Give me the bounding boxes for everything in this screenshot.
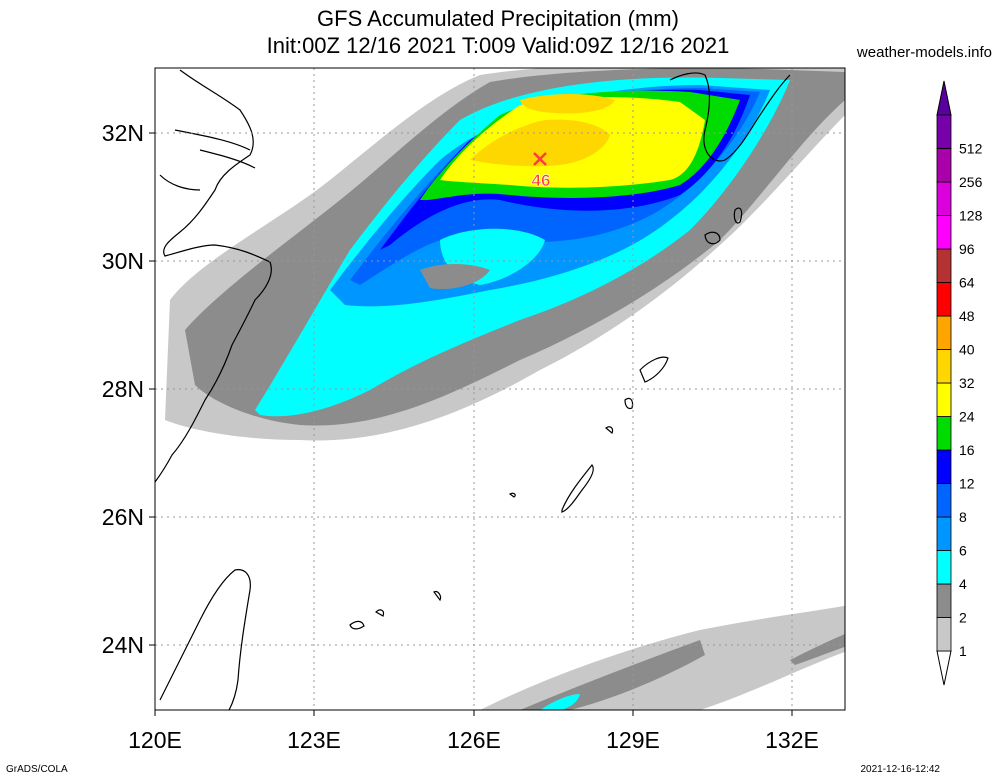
axis-ticks bbox=[149, 132, 793, 716]
colorbar-level-label: 6 bbox=[959, 543, 967, 559]
colorbar-level-label: 96 bbox=[959, 241, 975, 257]
colorbar-swatch bbox=[936, 449, 952, 484]
lon-tick-label: 123E bbox=[287, 727, 341, 753]
precip-se-level-4 bbox=[540, 694, 580, 710]
source-site: weather-models.info bbox=[856, 44, 992, 61]
island-miyako bbox=[433, 591, 442, 602]
precip-patch-b bbox=[420, 264, 490, 290]
colorbar-level-label: 128 bbox=[959, 208, 983, 224]
colorbar-swatch bbox=[936, 617, 952, 652]
colorbar-level-label: 40 bbox=[959, 342, 975, 358]
kyushu bbox=[669, 72, 791, 162]
lat-tick-label: 26N bbox=[102, 504, 144, 530]
colorbar-level-label: 256 bbox=[959, 174, 983, 190]
colorbar-level-label: 8 bbox=[959, 509, 967, 525]
coastlines bbox=[155, 69, 791, 710]
precip-field bbox=[165, 68, 845, 710]
graticule bbox=[155, 68, 845, 710]
colorbar-swatch bbox=[936, 483, 952, 518]
island-tokuno bbox=[624, 397, 634, 410]
precip-se-level-2b bbox=[790, 634, 845, 665]
colorbar-level-label: 48 bbox=[959, 308, 975, 324]
colorbar-level-label: 2 bbox=[959, 610, 967, 626]
colorbar-level-label: 32 bbox=[959, 375, 975, 391]
max-precip-marker: 46 bbox=[531, 152, 551, 190]
map-subtitle: Init:00Z 12/16 2021 T:009 Valid:09Z 12/1… bbox=[266, 33, 730, 58]
colorbar-level-label: 1 bbox=[959, 643, 967, 659]
colorbar-swatch bbox=[936, 382, 952, 417]
island-kume bbox=[508, 492, 516, 498]
china-coast bbox=[155, 69, 272, 483]
colorbar-bottom-arrow bbox=[936, 650, 952, 686]
colorbar-swatch bbox=[936, 416, 952, 451]
colorbar-level-label: 24 bbox=[959, 409, 975, 425]
precip-level-32 bbox=[470, 119, 610, 167]
taiwan bbox=[159, 569, 251, 710]
colorbar-swatch bbox=[936, 148, 952, 183]
colorbar-swatch bbox=[936, 215, 952, 250]
island-iriomote bbox=[375, 609, 385, 617]
lat-labels: 24N 26N 28N 30N 32N bbox=[102, 120, 144, 658]
lat-tick-label: 24N bbox=[102, 632, 144, 658]
island-okinawa bbox=[561, 464, 594, 513]
colorbar-swatch bbox=[936, 114, 952, 149]
lat-tick-label: 30N bbox=[102, 248, 144, 274]
colorbar-level-label: 512 bbox=[959, 141, 983, 157]
colorbar-swatch bbox=[936, 181, 952, 216]
lon-labels: 120E 123E 126E 129E 132E bbox=[128, 727, 819, 753]
colorbar-level-label: 16 bbox=[959, 442, 975, 458]
lat-tick-label: 32N bbox=[102, 120, 144, 146]
footer-software: GrADS/COLA bbox=[6, 764, 68, 775]
precip-level-32b bbox=[520, 94, 615, 114]
island-yakushima bbox=[704, 231, 721, 245]
island-okino bbox=[605, 426, 614, 434]
colorbar-level-label: 12 bbox=[959, 476, 975, 492]
colorbar-swatch bbox=[936, 315, 952, 350]
island-amami bbox=[639, 356, 669, 383]
yangtze-estuary bbox=[159, 129, 256, 191]
max-precip-value: 46 bbox=[532, 171, 551, 190]
colorbar-level-label: 4 bbox=[959, 576, 967, 592]
lon-tick-label: 120E bbox=[128, 727, 182, 753]
colorbar-swatch bbox=[936, 282, 952, 317]
colorbar-top-arrow bbox=[936, 80, 952, 116]
colorbar-swatch bbox=[936, 349, 952, 384]
island-ishigaki bbox=[349, 620, 365, 630]
lon-tick-label: 126E bbox=[447, 727, 501, 753]
footer-timestamp: 2021-12-16-12:42 bbox=[860, 764, 940, 775]
island-tanegashima bbox=[733, 207, 743, 224]
colorbar-swatch bbox=[936, 248, 952, 283]
colorbar-level-label: 64 bbox=[959, 275, 975, 291]
map-title: GFS Accumulated Precipitation (mm) bbox=[317, 6, 679, 31]
lon-tick-label: 129E bbox=[606, 727, 660, 753]
lon-tick-label: 132E bbox=[765, 727, 819, 753]
colorbar-swatch bbox=[936, 550, 952, 585]
colorbar-swatch bbox=[936, 583, 952, 618]
precip-se-level-2 bbox=[520, 640, 705, 710]
colorbar-swatch bbox=[936, 516, 952, 551]
lat-tick-label: 28N bbox=[102, 376, 144, 402]
